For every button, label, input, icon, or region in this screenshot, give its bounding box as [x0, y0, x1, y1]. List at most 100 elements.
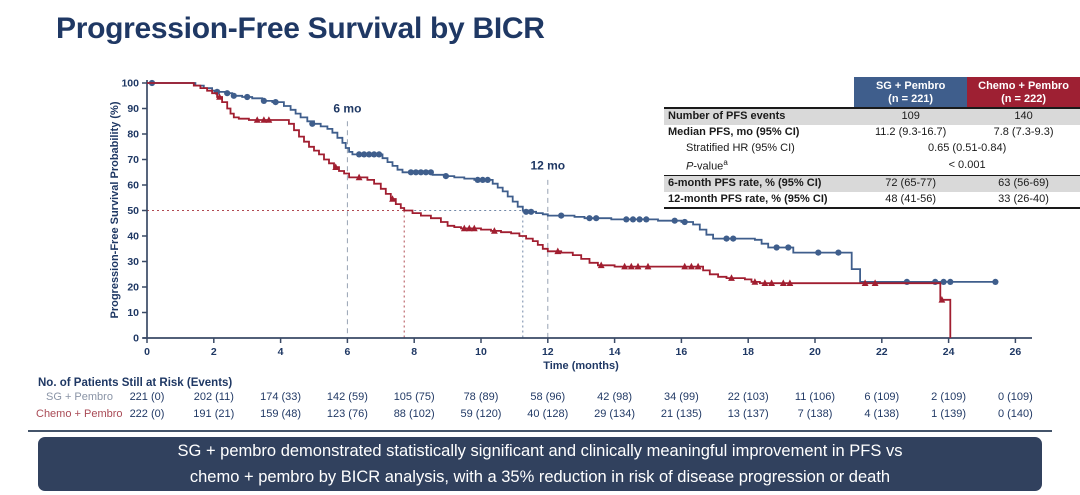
table-row: Stratified HR (95% CI) 0.65 (0.51-0.84): [664, 141, 1080, 157]
row-label: Number of PFS events: [664, 107, 855, 126]
annotation-6-mo: 6 mo: [333, 101, 361, 115]
at-risk-value: 78 (89): [463, 391, 499, 403]
y-tick-label: 100: [121, 78, 139, 90]
cell-value: 72 (65-77): [854, 174, 968, 192]
sg-pembro-censor-mark: [671, 217, 678, 224]
at-risk-value: 222 (0): [129, 408, 165, 420]
sg-pembro-censor-mark: [636, 216, 643, 223]
table-row: 12-month PFS rate, % (95% CI) 48 (41-56)…: [664, 191, 1080, 210]
chemo-pembro-censor-mark: [634, 262, 642, 270]
annotation-12-mo: 12 mo: [530, 159, 565, 173]
at-risk-row-label: Chemo + Pembro: [36, 408, 123, 420]
chemo-pembro-censor-mark: [265, 116, 273, 123]
sg-pembro-censor-mark: [785, 244, 792, 251]
stats-header-sg-pembro: SG + Pembro (n = 221): [854, 77, 968, 109]
sg-pembro-censor-mark: [947, 278, 954, 285]
sg-pembro-censor-mark: [479, 176, 486, 183]
chemo-pembro-censor-mark: [761, 279, 769, 286]
stats-header-row: SG + Pembro (n = 221) Chemo + Pembro (n …: [664, 77, 1080, 109]
chemo-pembro-censor-mark: [253, 116, 261, 123]
x-tick-label: 26: [1010, 346, 1022, 358]
chemo-pembro-censor-mark: [465, 224, 473, 232]
table-row: Median PFS, mo (95% CI) 11.2 (9.3-16.7) …: [664, 125, 1080, 141]
sg-pembro-censor-mark: [940, 278, 947, 285]
sg-pembro-censor-mark: [586, 215, 593, 222]
sg-pembro-censor-mark: [427, 169, 434, 176]
sg-pembro-censor-mark: [230, 92, 237, 99]
at-risk-value: 4 (138): [864, 408, 900, 420]
sg-pembro-censor-mark: [723, 235, 730, 242]
at-risk-value: 1 (139): [931, 408, 967, 420]
at-risk-value: 59 (120): [460, 408, 502, 420]
sg-pembro-censor-mark: [442, 173, 449, 180]
at-risk-value: 40 (128): [527, 408, 569, 420]
at-risk-value: 11 (106): [794, 391, 836, 403]
header-arm-name: Chemo + Pembro: [978, 80, 1069, 92]
sg-pembro-censor-mark: [558, 212, 565, 219]
chemo-pembro-censor-mark: [597, 261, 605, 269]
x-tick-label: 22: [876, 346, 888, 358]
at-risk-value: 142 (59): [326, 391, 368, 403]
y-tick-label: 70: [127, 154, 139, 166]
sg-pembro-censor-mark: [623, 216, 630, 223]
sg-pembro-censor-mark: [356, 151, 363, 158]
x-tick-label: 24: [943, 346, 955, 358]
row-label: 12-month PFS rate, % (95% CI): [664, 191, 855, 210]
km-chart: 0 2 4 6 8 10 12 14 16 18 20 22 24 2601020304050607080…: [109, 78, 1032, 372]
at-risk-value: 123 (76): [326, 408, 368, 420]
stats-header-blank: [664, 77, 854, 108]
row-label: P-valuea: [664, 157, 854, 176]
stats-header-chemo-pembro: Chemo + Pembro (n = 222): [967, 77, 1080, 109]
x-tick-label: 14: [609, 346, 621, 358]
sg-pembro-censor-mark: [412, 169, 419, 176]
chemo-pembro-censor-mark: [355, 173, 363, 181]
conclusion-line-2: chemo + pembro by BICR analysis, with a …: [189, 468, 891, 486]
at-risk-value: 34 (99): [663, 391, 699, 403]
y-tick-label: 10: [127, 307, 139, 319]
y-tick-label: 0: [133, 333, 139, 345]
y-tick-label: 40: [127, 231, 139, 243]
sg-pembro-censor-mark: [272, 99, 279, 106]
p-value-rest: -value: [693, 160, 724, 173]
sg-pembro-censor-mark: [474, 176, 481, 183]
at-risk-value: 202 (11): [193, 391, 234, 403]
at-risk-value: 0 (109): [997, 391, 1033, 403]
sg-pembro-censor-mark: [730, 235, 737, 242]
chemo-pembro-censor-mark: [779, 279, 787, 286]
page-title: Progression-Free Survival by BICR: [56, 12, 545, 45]
at-risk-value: 29 (134): [594, 408, 636, 420]
sg-pembro-censor-mark: [643, 216, 650, 223]
at-risk-value: 221 (0): [129, 391, 165, 403]
sg-pembro-censor-mark: [309, 120, 316, 127]
at-risk-value: 88 (102): [393, 408, 435, 420]
at-risk-value: 21 (135): [660, 408, 702, 420]
at-risk-value: 7 (138): [797, 408, 833, 420]
cell-value: 0.65 (0.51-0.84): [927, 141, 1007, 154]
sg-pembro-censor-mark: [593, 215, 600, 222]
cell-value: 33 (26-40): [967, 191, 1080, 210]
x-tick-label: 8: [411, 346, 417, 358]
cell-value: 63 (56-69): [967, 174, 1080, 192]
sg-pembro-censor-mark: [376, 151, 383, 158]
at-risk-value: 159 (48): [260, 408, 302, 420]
sg-pembro-censor-mark: [417, 169, 424, 176]
chemo-pembro-censor-mark: [768, 279, 775, 286]
cell-value: 11.2 (9.3-16.7): [874, 126, 947, 139]
sg-pembro-censor-mark: [484, 176, 491, 183]
sg-pembro-censor-mark: [260, 97, 267, 104]
chemo-pembro-censor-mark: [470, 224, 478, 232]
x-tick-label: 12: [542, 346, 554, 358]
x-tick-label: 16: [676, 346, 688, 358]
chemo-pembro-censor-mark: [751, 278, 759, 285]
sg-pembro-censor-mark: [371, 151, 378, 158]
x-tick-label: 20: [809, 346, 821, 358]
chemo-pembro-censor-mark: [681, 262, 689, 270]
y-axis-title: Progression-Free Survival Probability (%…: [109, 101, 121, 318]
at-risk-value: 13 (137): [727, 408, 769, 420]
sg-pembro-censor-mark: [528, 208, 535, 215]
table-row: 6-month PFS rate, % (95% CI) 72 (65-77) …: [664, 174, 1080, 192]
x-tick-label: 0: [144, 346, 150, 358]
table-row: P-valuea < 0.001: [664, 157, 1080, 176]
chemo-pembro-censor-mark: [621, 262, 628, 270]
x-tick-label: 18: [742, 346, 754, 358]
